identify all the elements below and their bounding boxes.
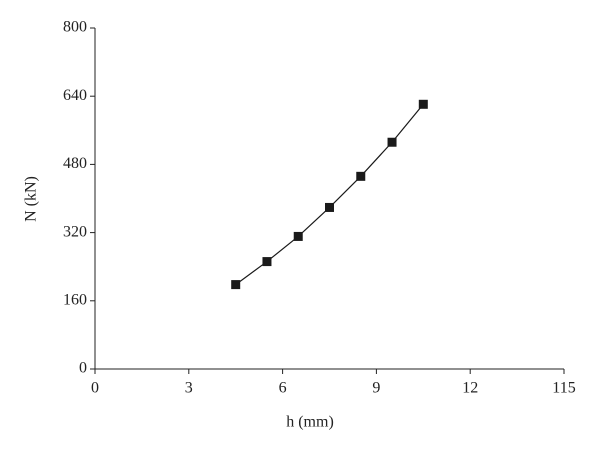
y-tick-label: 480	[63, 155, 87, 172]
x-tick-label: 12	[462, 380, 478, 397]
x-axis-label: h (mm)	[286, 414, 334, 431]
x-tick-label: 6	[279, 380, 287, 397]
y-tick-label: 160	[63, 291, 87, 308]
x-tick-label: 3	[185, 380, 193, 397]
y-axis-label: N (kN)	[23, 176, 40, 222]
data-marker	[325, 202, 334, 212]
data-marker	[387, 137, 397, 147]
x-tick-label: 0	[91, 380, 99, 397]
x-tick-label: 9	[372, 380, 380, 397]
data-marker	[356, 171, 366, 181]
x-tick-label: 115	[552, 380, 575, 397]
data-marker	[418, 99, 428, 109]
y-tick-label: 320	[63, 223, 87, 240]
y-tick-label: 800	[63, 19, 87, 36]
y-tick-label: 0	[79, 360, 87, 377]
data-marker	[262, 257, 272, 267]
y-tick-label: 640	[63, 87, 87, 104]
data-marker	[293, 231, 303, 241]
data-marker	[231, 280, 241, 290]
